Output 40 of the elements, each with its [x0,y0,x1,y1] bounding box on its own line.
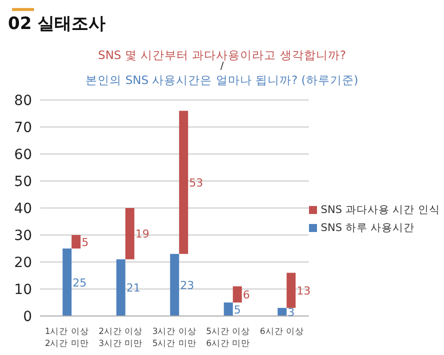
y-tick-label: 30 [14,228,32,244]
y-tick-label: 0 [23,308,32,325]
data-label: 25 [72,276,87,290]
bar [278,308,287,316]
bar [62,248,72,316]
bar [232,286,242,302]
data-label: 5 [82,236,89,249]
y-tick-label: 10 [14,282,32,298]
bar [224,302,233,316]
legend-label: SNS 과다사용 시간 인식 [320,203,440,217]
data-label: 6 [242,288,250,302]
chart-title: SNS 몇 시간부터 과다사용이라고 생각합니까? [97,48,347,62]
x-tick-label: 6시간 이상 [260,327,304,337]
x-tick-label: 3시간 이상 5시간 미만 [152,327,196,349]
chart-subtitle: 본인의 SNS 사용시간은 얼마나 됩니까? (하루기준) [84,73,360,88]
x-tick-label: 5시간 이상 6시간 미만 [206,327,250,349]
legend-label: SNS 하루 사용시간 [320,221,416,235]
bar [170,254,180,316]
bar [125,208,134,260]
bar [179,110,188,254]
data-label: 3 [288,306,295,319]
data-label: 23 [180,278,194,292]
x-tick-label: 1시간 이상 2시간 미만 [44,327,89,349]
x-tick-label: 2시간 이상 3시간 미만 [98,327,143,349]
bar [72,235,81,248]
data-label: 19 [135,228,150,241]
data-label: 5 [234,303,241,316]
data-label: 53 [189,176,204,190]
text: / [219,61,225,72]
bar [286,272,296,308]
y-tick-label: 60 [14,146,32,163]
y-tick-label: 80 [14,92,32,109]
y-tick-label: 70 [14,120,32,136]
y-tick-label: 20 [14,254,32,271]
bar [116,259,126,316]
y-tick-label: 40 [14,200,32,217]
text: 02 실태조사 [8,13,106,35]
data-label: 21 [126,282,140,295]
y-tick-label: 50 [14,174,32,190]
data-label: 13 [296,284,311,298]
